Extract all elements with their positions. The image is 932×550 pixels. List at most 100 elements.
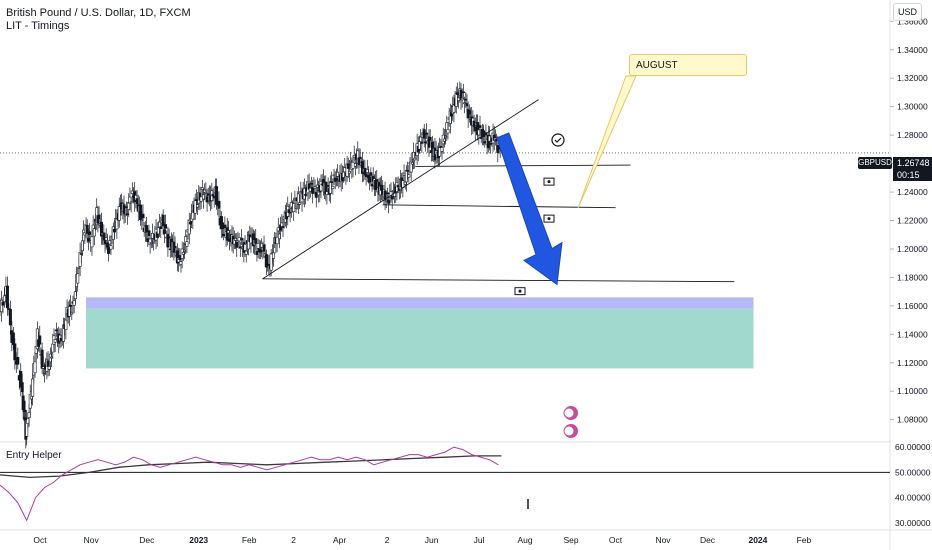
candle xyxy=(217,200,221,209)
candle xyxy=(5,285,9,309)
candle xyxy=(88,231,92,235)
price-tick-label: 1.22000 xyxy=(897,216,928,226)
price-tick-label: 1.12000 xyxy=(897,358,928,368)
time-tick-label: Feb xyxy=(797,535,812,545)
time-tick-label: 2 xyxy=(385,535,390,545)
price-axis-bg xyxy=(890,0,932,550)
candle xyxy=(331,186,335,189)
time-tick-label: 2023 xyxy=(189,535,208,545)
rsi-tick-label: 60.00000 xyxy=(895,442,931,452)
candle xyxy=(272,252,276,259)
candle xyxy=(385,192,389,194)
time-tick-label: Jun xyxy=(425,535,439,545)
candle xyxy=(423,141,427,144)
candle xyxy=(86,237,90,242)
candle xyxy=(275,236,279,245)
time-tick-label: Jul xyxy=(474,535,485,545)
candle xyxy=(420,141,424,144)
last-price-label: 1.26748 00:15 xyxy=(893,157,932,181)
candle xyxy=(460,97,464,101)
price-tick-label: 1.28000 xyxy=(897,130,928,140)
rsi-line xyxy=(0,446,499,522)
candle xyxy=(369,172,373,176)
rsi-tick-label: 50.00000 xyxy=(895,467,931,477)
bar-countdown: 00:15 xyxy=(897,170,920,180)
event-flag-inner xyxy=(563,425,575,437)
candle xyxy=(478,125,482,128)
price-tick-label: 1.18000 xyxy=(897,272,928,282)
demand-zone xyxy=(86,297,754,309)
candle xyxy=(22,400,26,412)
candle xyxy=(185,241,189,247)
candle xyxy=(428,136,432,141)
price-tick-label: 1.36000 xyxy=(897,16,928,26)
candle xyxy=(161,214,165,227)
event-flag-inner xyxy=(563,407,575,419)
candle xyxy=(11,332,15,346)
price-tick-label: 1.10000 xyxy=(897,386,928,396)
candle xyxy=(461,91,465,94)
candle xyxy=(109,245,113,250)
candle xyxy=(16,357,20,365)
time-tick-label: Aug xyxy=(517,535,532,545)
candle xyxy=(164,224,168,229)
level-marker-dot xyxy=(547,217,551,221)
candle xyxy=(145,225,149,233)
level-marker-dot xyxy=(547,180,551,184)
price-tick-label: 1.24000 xyxy=(897,187,928,197)
time-tick-label: Apr xyxy=(333,535,346,545)
price-tick-label: 1.30000 xyxy=(897,102,928,112)
trendline xyxy=(382,204,616,209)
symbol-tag: GBPUSD xyxy=(858,157,892,169)
demand-zone xyxy=(86,308,754,369)
candle xyxy=(298,202,302,205)
candle xyxy=(70,312,74,315)
candle xyxy=(90,236,94,248)
check-icon xyxy=(554,137,562,143)
candle xyxy=(1,301,5,306)
candle xyxy=(167,236,171,239)
candle xyxy=(124,206,128,209)
legend-indicator: LIT - Timings xyxy=(6,20,70,32)
price-tick-label: 1.08000 xyxy=(897,415,928,425)
sub-pane-legend: Entry Helper xyxy=(6,450,62,461)
price-tick-label: 1.34000 xyxy=(897,45,928,55)
candle xyxy=(113,228,117,233)
candle xyxy=(92,228,96,237)
price-tick-label: 1.32000 xyxy=(897,73,928,83)
candle xyxy=(64,319,68,330)
candle xyxy=(76,273,80,284)
last-price-value: 1.26748 xyxy=(897,158,930,168)
rsi-ma-line xyxy=(0,455,502,479)
candle xyxy=(402,173,406,176)
candle xyxy=(199,196,203,202)
rsi-tick-label: 30.00000 xyxy=(895,518,931,528)
time-tick-label: Feb xyxy=(242,535,257,545)
time-tick-label: 2 xyxy=(291,535,296,545)
check-badge xyxy=(551,133,565,147)
candle xyxy=(141,213,145,219)
currency-selector[interactable]: USD xyxy=(893,3,922,21)
candle xyxy=(347,170,351,174)
candle xyxy=(8,308,12,326)
time-tick-label: Sep xyxy=(563,535,578,545)
candle xyxy=(237,237,241,242)
candle xyxy=(97,214,101,219)
chart-legend: British Pound / U.S. Dollar, 1D, FXCM LI… xyxy=(6,7,191,33)
time-tick-label: Oct xyxy=(33,535,47,545)
candle xyxy=(351,161,355,169)
candle xyxy=(407,174,411,178)
time-tick-label: Nov xyxy=(655,535,671,545)
candle xyxy=(254,238,258,244)
annotation-callout[interactable]: AUGUST xyxy=(629,54,747,76)
forecast-arrow xyxy=(496,132,563,286)
trendline xyxy=(262,99,539,280)
candle xyxy=(53,339,57,343)
callout-pointer xyxy=(577,75,637,209)
rsi-tick-label: 40.00000 xyxy=(895,493,931,503)
time-tick-label: Oct xyxy=(609,535,623,545)
time-tick-label: 2024 xyxy=(748,535,767,545)
candle xyxy=(13,343,17,361)
price-tick-label: 1.20000 xyxy=(897,244,928,254)
